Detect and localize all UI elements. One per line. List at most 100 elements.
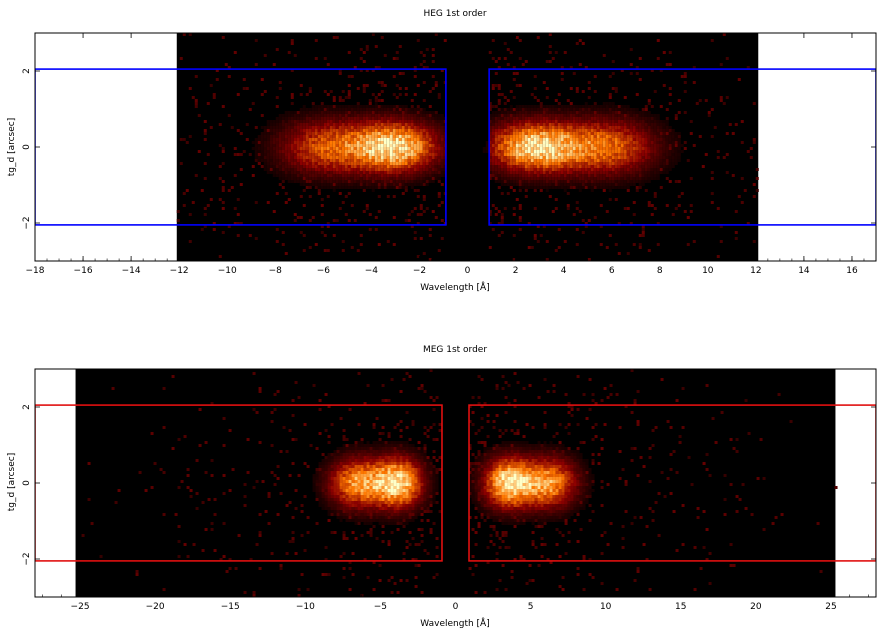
heg-heatmap-cell <box>593 186 597 189</box>
heg-heatmap-cell <box>509 108 513 111</box>
heg-heatmap-cell <box>590 153 594 156</box>
heg-heatmap-cell <box>494 117 498 120</box>
heg-heatmap-cell <box>605 180 609 183</box>
meg-heatmap-cell <box>288 474 292 477</box>
heg-heatmap-cell <box>353 141 357 144</box>
meg-heatmap-cell <box>348 513 352 516</box>
meg-heatmap-cell <box>384 477 388 480</box>
meg-heatmap-cell <box>393 441 397 444</box>
heg-heatmap-cell <box>530 123 534 126</box>
heg-heatmap-cell <box>710 192 714 195</box>
heg-heatmap-cell <box>668 150 672 153</box>
heg-heatmap-cell <box>251 147 255 150</box>
heg-heatmap-cell <box>665 162 669 165</box>
heg-heatmap-cell <box>437 192 441 195</box>
heg-heatmap-cell <box>392 138 396 141</box>
heg-heatmap-cell <box>611 129 615 132</box>
heg-heatmap-cell <box>356 174 360 177</box>
heg-heatmap-cell <box>398 135 402 138</box>
heg-heatmap-cell <box>650 168 654 171</box>
heg-heatmap-cell <box>299 168 303 171</box>
heg-heatmap-cell <box>608 159 612 162</box>
heg-heatmap-cell <box>650 123 654 126</box>
heg-heatmap-cell <box>536 132 540 135</box>
heg-heatmap-cell <box>512 213 516 216</box>
heg-heatmap-cell <box>503 132 507 135</box>
heg-heatmap-cell <box>344 156 348 159</box>
heg-heatmap-cell <box>656 141 660 144</box>
heg-heatmap-cell <box>626 132 630 135</box>
heg-heatmap-cell <box>569 135 573 138</box>
heg-heatmap-cell <box>752 138 756 141</box>
heg-heatmap-cell <box>587 165 591 168</box>
heg-heatmap-cell <box>329 138 333 141</box>
heg-heatmap-cell <box>437 147 441 150</box>
heg-heatmap-cell <box>542 126 546 129</box>
heg-heatmap-cell <box>593 129 597 132</box>
heg-heatmap-cell <box>665 117 669 120</box>
heg-heatmap-cell <box>650 174 654 177</box>
meg-heatmap-cell <box>369 480 373 483</box>
meg-heatmap-cell <box>390 489 394 492</box>
heg-heatmap-cell <box>401 156 405 159</box>
meg-heatmap-cell <box>333 465 337 468</box>
heg-heatmap-cell <box>587 180 591 183</box>
heg-heatmap-cell <box>494 72 498 75</box>
heg-heatmap-cell <box>362 138 366 141</box>
heg-heatmap-cell <box>671 129 675 132</box>
heg-heatmap-cell <box>563 132 567 135</box>
heg-heatmap-cell <box>566 138 570 141</box>
heg-heatmap-cell <box>428 162 432 165</box>
heg-heatmap-cell <box>602 141 606 144</box>
heg-heatmap-cell <box>620 69 624 72</box>
heg-heatmap-cell <box>401 111 405 114</box>
heg-heatmap-cell <box>584 174 588 177</box>
heg-heatmap-cell <box>524 123 528 126</box>
heg-heatmap-cell <box>494 156 498 159</box>
heg-heatmap-cell <box>395 114 399 117</box>
heg-heatmap-cell <box>548 126 552 129</box>
heg-heatmap-cell <box>284 174 288 177</box>
heg-heatmap-cell <box>620 141 624 144</box>
heg-heatmap-cell <box>344 180 348 183</box>
heg-heatmap-cell <box>548 147 552 150</box>
heg-heatmap-cell <box>587 147 591 150</box>
heg-heatmap-cell <box>299 126 303 129</box>
meg-heatmap-cell <box>372 447 376 450</box>
heg-heatmap-cell <box>719 240 723 243</box>
heg-heatmap-cell <box>530 132 534 135</box>
heg-heatmap-cell <box>389 111 393 114</box>
heg-heatmap-cell <box>392 114 396 117</box>
heg-heatmap-cell <box>602 168 606 171</box>
heg-heatmap-cell <box>611 174 615 177</box>
meg-heatmap-cell <box>372 456 376 459</box>
meg-heatmap-cell <box>357 471 361 474</box>
heg-heatmap-cell <box>374 132 378 135</box>
heg-heatmap-cell <box>320 120 324 123</box>
heg-heatmap-cell <box>344 150 348 153</box>
heg-heatmap-cell <box>572 174 576 177</box>
heg-heatmap-cell <box>599 111 603 114</box>
heg-heatmap-cell <box>401 141 405 144</box>
heg-heatmap-cell <box>737 195 741 198</box>
meg-heatmap-cell <box>375 471 379 474</box>
heg-heatmap-cell <box>317 108 321 111</box>
meg-heatmap-cell <box>333 462 337 465</box>
heg-heatmap-cell <box>302 135 306 138</box>
meg-heatmap-cell <box>390 519 394 522</box>
heg-heatmap-cell <box>575 174 579 177</box>
meg-heatmap-cell <box>201 501 205 504</box>
heg-heatmap-cell <box>656 57 660 60</box>
heg-heatmap-cell <box>488 168 492 171</box>
heg-heatmap-cell <box>329 144 333 147</box>
meg-heatmap-cell <box>324 483 328 486</box>
heg-heatmap-cell <box>395 111 399 114</box>
meg-heatmap-cell <box>384 441 388 444</box>
heg-heatmap-cell <box>491 162 495 165</box>
heg-heatmap-cell <box>512 168 516 171</box>
heg-heatmap-cell <box>239 153 243 156</box>
heg-heatmap-cell <box>656 150 660 153</box>
heg-heatmap-cell <box>350 162 354 165</box>
heg-heatmap-cell <box>293 156 297 159</box>
heg-heatmap-cell <box>281 186 285 189</box>
